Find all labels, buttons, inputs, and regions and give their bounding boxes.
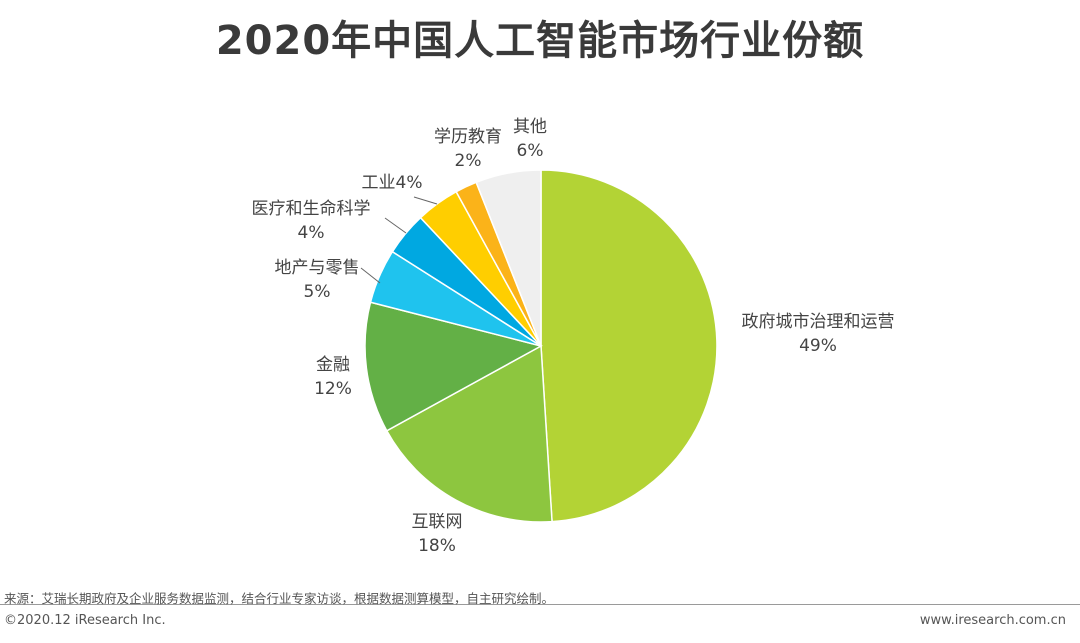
pie-slice xyxy=(364,301,544,432)
leader-line xyxy=(384,217,407,234)
leader-line xyxy=(413,196,438,205)
pie-slice xyxy=(385,344,553,523)
slice-label-value: 49% xyxy=(799,336,837,356)
slice-label-name: 地产与零售 xyxy=(275,258,360,278)
slice-label-value: 18% xyxy=(418,536,456,556)
leader-lines xyxy=(360,196,438,284)
slice-label-value: 4% xyxy=(298,223,325,243)
slice-label-name: 金融 xyxy=(316,355,350,375)
slice-labels: 政府城市治理和运营 49% 互联网 18% 金融 12% 地产与零售 5% 医疗和生命科学 4% 工… xyxy=(252,117,895,556)
source-note: 来源：艾瑞长期政府及企业服务数据监测，结合行业专家访谈，根据数据测算模型，自主研… xyxy=(4,591,555,606)
pie-slice xyxy=(475,169,542,347)
slice-label-value: 6% xyxy=(517,141,544,161)
copyright-text: ©2020.12 iResearch Inc. xyxy=(4,613,166,628)
slice-label-name: 政府城市治理和运营 xyxy=(742,312,895,332)
slice-label-value: 5% xyxy=(304,282,331,302)
slice-label-name: 互联网 xyxy=(412,512,463,532)
slice-label-name: 医疗和生命科学 xyxy=(252,199,371,219)
slice-label: 工业4% xyxy=(362,173,423,193)
slice-label-name: 学历教育 xyxy=(434,127,502,147)
slice-label-value: 12% xyxy=(314,379,352,399)
pie-chart: 政府城市治理和运营 49% 互联网 18% 金融 12% 地产与零售 5% 医疗和生命科学 4% 工… xyxy=(252,117,895,556)
pie-slices xyxy=(364,169,718,523)
leader-line xyxy=(360,267,381,284)
pie-slice xyxy=(540,169,718,523)
slice-label-name: 其他 xyxy=(513,117,547,137)
website-link: www.iresearch.com.cn xyxy=(919,613,1066,628)
footer-divider xyxy=(0,604,1080,605)
chart-title: 2020年中国人工智能市场行业份额 xyxy=(215,18,865,64)
slice-label-value: 2% xyxy=(455,151,482,171)
